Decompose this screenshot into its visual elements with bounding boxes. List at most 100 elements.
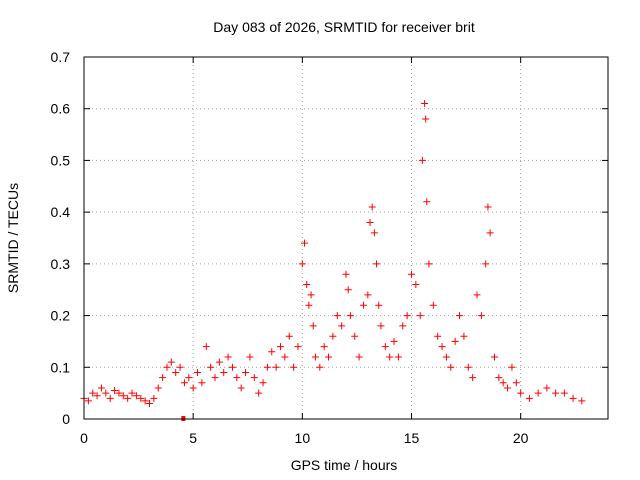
data-point: [490, 353, 498, 361]
data-point: [338, 322, 346, 330]
data-point: [303, 281, 311, 289]
data-point: [137, 394, 145, 402]
data-point: [132, 392, 140, 400]
y-tick-label: 0.6: [51, 101, 71, 117]
data-point: [504, 384, 512, 392]
data-point: [316, 363, 324, 371]
data-point: [423, 198, 431, 206]
data-point: [301, 239, 309, 247]
x-tick-label: 15: [404, 430, 420, 446]
axis-ticks: 0 5 10 15 20 0 0.1 0.2 0.3 0.4 0.5 0.6 0.7: [51, 49, 608, 446]
data-point: [207, 363, 215, 371]
data-point: [102, 389, 110, 397]
data-point: [311, 353, 319, 361]
data-point: [242, 368, 250, 376]
data-point: [517, 389, 525, 397]
data-point: [250, 374, 258, 382]
data-point: [451, 337, 459, 345]
data-point: [141, 397, 149, 405]
data-point: [115, 389, 123, 397]
data-point: [172, 368, 180, 376]
data-point: [163, 363, 171, 371]
data-point: [167, 358, 175, 366]
data-point: [421, 100, 429, 108]
data-point: [408, 270, 415, 278]
data-point: [373, 260, 381, 268]
data-point: [534, 389, 542, 397]
data-point: [194, 368, 202, 376]
data-point: [305, 301, 313, 309]
x-tick-label: 0: [80, 430, 88, 446]
data-point: [477, 312, 485, 320]
data-point: [189, 384, 197, 392]
x-axis-label: GPS time / hours: [291, 457, 398, 473]
data-point: [84, 397, 92, 405]
data-point: [202, 343, 210, 351]
data-point: [342, 270, 350, 278]
data-point: [578, 397, 586, 405]
x-tick-label: 5: [189, 430, 197, 446]
data-point: [355, 353, 363, 361]
data-point: [486, 229, 494, 237]
data-point: [456, 312, 464, 320]
data-point: [124, 394, 132, 402]
data-point: [309, 322, 317, 330]
data-points: [80, 100, 586, 421]
data-point: [464, 363, 472, 371]
plot-frame: [83, 56, 609, 420]
data-point: [185, 374, 193, 382]
data-point: [569, 394, 577, 402]
y-axis-label: SRMTID / TECUs: [5, 183, 21, 293]
y-tick-label: 0.3: [51, 256, 71, 272]
data-point: [176, 363, 184, 371]
data-point: [333, 312, 341, 320]
data-point: [263, 363, 271, 371]
grid: [84, 57, 608, 419]
data-point: [473, 291, 481, 299]
data-point: [290, 363, 298, 371]
y-tick-label: 0.7: [51, 49, 71, 65]
data-point: [394, 353, 402, 361]
data-point: [259, 379, 267, 387]
data-point: [447, 363, 455, 371]
data-point: [329, 332, 337, 340]
y-tick-label: 0.1: [51, 359, 71, 375]
data-point: [150, 394, 158, 402]
data-point: [97, 384, 105, 392]
data-point: [359, 301, 367, 309]
data-point: [220, 368, 228, 376]
y-tick-label: 0: [62, 411, 70, 427]
data-point: [482, 260, 490, 268]
data-point: [111, 387, 119, 395]
data-point: [93, 392, 101, 400]
y-tick-label: 0.2: [51, 308, 71, 324]
data-point: [237, 384, 245, 392]
data-point: [198, 379, 206, 387]
data-point: [294, 343, 302, 351]
data-point: [422, 115, 430, 123]
data-point: [484, 203, 492, 211]
data-point: [351, 332, 359, 340]
data-point: [255, 389, 263, 397]
y-tick-label: 0.4: [51, 204, 71, 220]
data-point: [390, 337, 398, 345]
data-point: [344, 286, 352, 294]
y-tick-label: 0.5: [51, 152, 71, 168]
data-point: [281, 353, 289, 361]
data-point: [434, 332, 442, 340]
data-point: [499, 379, 507, 387]
data-point: [346, 312, 354, 320]
data-point: [399, 322, 407, 330]
data-point: [416, 312, 424, 320]
data-point: [403, 312, 411, 320]
data-point: [119, 392, 127, 400]
data-point: [233, 374, 241, 382]
data-point: [525, 394, 533, 402]
data-point: [418, 156, 426, 164]
data-point: [377, 322, 385, 330]
data-point: [364, 291, 372, 299]
data-point: [386, 353, 394, 361]
data-point: [508, 363, 516, 371]
chart-title: Day 083 of 2026, SRMTID for receiver bri…: [213, 19, 475, 35]
data-point: [469, 374, 477, 382]
